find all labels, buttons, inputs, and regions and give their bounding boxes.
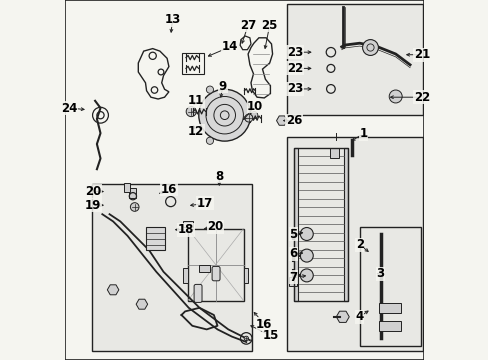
Text: 14: 14 <box>222 40 238 53</box>
Circle shape <box>250 112 257 119</box>
Polygon shape <box>276 116 287 125</box>
Text: 10: 10 <box>246 100 263 113</box>
Bar <box>91 184 251 351</box>
FancyBboxPatch shape <box>194 284 202 302</box>
Text: 23: 23 <box>286 46 303 59</box>
Text: 22: 22 <box>286 62 303 75</box>
Text: 5: 5 <box>289 228 297 240</box>
Bar <box>183 221 193 227</box>
Text: 4: 4 <box>355 310 363 323</box>
Bar <box>129 188 136 198</box>
Bar <box>379 303 400 313</box>
Bar <box>343 148 347 301</box>
Text: 1: 1 <box>359 127 366 140</box>
Text: 11: 11 <box>187 94 203 107</box>
Text: 8: 8 <box>215 170 223 183</box>
Bar <box>286 4 422 115</box>
Text: 20: 20 <box>85 185 101 198</box>
Circle shape <box>362 40 378 55</box>
Text: 16: 16 <box>161 183 177 195</box>
Text: 26: 26 <box>285 114 302 127</box>
Circle shape <box>206 137 213 144</box>
Circle shape <box>300 249 313 262</box>
Bar <box>145 227 165 250</box>
FancyBboxPatch shape <box>212 266 220 281</box>
Circle shape <box>300 269 313 282</box>
Circle shape <box>388 90 401 103</box>
Circle shape <box>244 114 252 122</box>
Text: 19: 19 <box>85 199 102 212</box>
Text: 18: 18 <box>178 223 194 236</box>
Text: 16: 16 <box>256 318 272 330</box>
Bar <box>187 229 243 301</box>
Text: 13: 13 <box>164 13 180 26</box>
Bar <box>359 227 420 346</box>
Bar <box>294 148 298 301</box>
Circle shape <box>130 203 139 211</box>
Polygon shape <box>107 285 119 295</box>
Text: 23: 23 <box>286 82 303 95</box>
Bar <box>379 321 400 331</box>
Circle shape <box>244 336 248 341</box>
Text: 22: 22 <box>413 91 429 104</box>
Text: 21: 21 <box>413 48 429 61</box>
Bar <box>243 268 247 283</box>
Circle shape <box>186 107 196 117</box>
Bar <box>286 137 422 351</box>
Circle shape <box>199 89 250 141</box>
Bar <box>183 268 187 283</box>
Circle shape <box>206 86 213 93</box>
Text: 20: 20 <box>207 220 224 233</box>
Polygon shape <box>136 299 147 309</box>
Text: 3: 3 <box>376 267 384 280</box>
Text: 2: 2 <box>355 238 363 251</box>
Text: 24: 24 <box>61 102 77 114</box>
Text: 17: 17 <box>196 197 213 210</box>
Circle shape <box>300 228 313 240</box>
Text: 15: 15 <box>262 329 278 342</box>
Text: 12: 12 <box>187 125 203 138</box>
Bar <box>329 148 339 158</box>
Text: 25: 25 <box>261 19 277 32</box>
Text: 6: 6 <box>289 247 297 260</box>
Bar <box>288 277 296 286</box>
Polygon shape <box>336 311 348 323</box>
Bar <box>181 53 203 74</box>
Text: 9: 9 <box>218 80 226 93</box>
Bar <box>123 183 130 192</box>
Text: 7: 7 <box>289 271 297 284</box>
Text: 27: 27 <box>240 19 256 32</box>
Bar <box>199 265 210 272</box>
Bar <box>294 148 347 301</box>
